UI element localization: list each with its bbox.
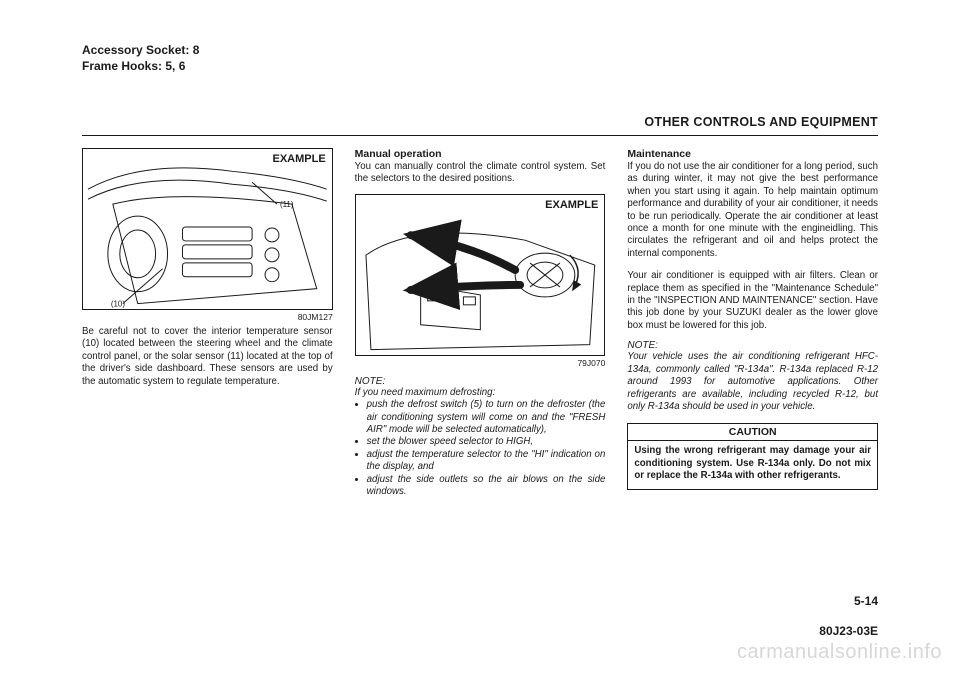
document-code: 80J23-03E	[819, 624, 878, 638]
callout-11: (11)	[280, 200, 294, 209]
caution-title: CAUTION	[628, 424, 877, 441]
col2-paragraph-1: You can manually control the climate con…	[355, 161, 606, 186]
callout-10: (10)	[111, 300, 125, 309]
header-rule	[82, 135, 878, 136]
col3-subhead-1: Maintenance	[627, 148, 878, 160]
content-columns: EXAMPLE	[82, 148, 878, 498]
figure-2-label: EXAMPLE	[545, 199, 598, 211]
bullet-item: push the defrost switch (5) to turn on t…	[367, 399, 606, 436]
bullet-item: set the blower speed selector to HIGH,	[367, 436, 606, 448]
vent-illustration	[356, 195, 605, 355]
col3-note-body: Your vehicle uses the air conditioning r…	[627, 351, 878, 413]
col3-paragraph-2: Your air conditioner is equipped with ai…	[627, 270, 878, 332]
watermark: carmanualsonline.info	[737, 641, 942, 664]
bullet-item: adjust the side outlets so the air blows…	[367, 474, 606, 499]
caution-box: CAUTION Using the wrong refrigerant may …	[627, 423, 878, 489]
page: Accessory Socket: 8 Frame Hooks: 5, 6 OT…	[0, 0, 960, 678]
col3-paragraph-1: If you do not use the air conditioner fo…	[627, 161, 878, 260]
col2-subhead: Manual operation	[355, 148, 606, 160]
page-number: 5-14	[854, 594, 878, 608]
figure-2-code: 79J070	[355, 358, 606, 368]
figure-1: EXAMPLE	[82, 148, 333, 310]
dashboard-illustration: (10) (11)	[83, 149, 332, 309]
header-line-1: Accessory Socket: 8	[82, 42, 199, 58]
col1-paragraph: Be careful not to cover the interior tem…	[82, 326, 333, 388]
column-3: Maintenance If you do not use the air co…	[627, 148, 878, 498]
col3-note-label: NOTE:	[627, 340, 878, 351]
col2-bullet-list: push the defrost switch (5) to turn on t…	[355, 399, 606, 498]
header-line-2: Frame Hooks: 5, 6	[82, 58, 199, 74]
figure-2: EXAMPLE	[355, 194, 606, 356]
col2-note-label: NOTE:	[355, 376, 606, 387]
header-left: Accessory Socket: 8 Frame Hooks: 5, 6	[82, 42, 199, 74]
figure-1-code: 80JM127	[82, 312, 333, 322]
bullet-item: adjust the temperature selector to the "…	[367, 449, 606, 474]
column-2: Manual operation You can manually contro…	[355, 148, 606, 498]
figure-1-label: EXAMPLE	[272, 153, 325, 165]
section-title: OTHER CONTROLS AND EQUIPMENT	[644, 115, 878, 129]
caution-body: Using the wrong refrigerant may damage y…	[628, 441, 877, 488]
col2-note-intro: If you need maximum defrosting:	[355, 387, 606, 399]
column-1: EXAMPLE	[82, 148, 333, 498]
